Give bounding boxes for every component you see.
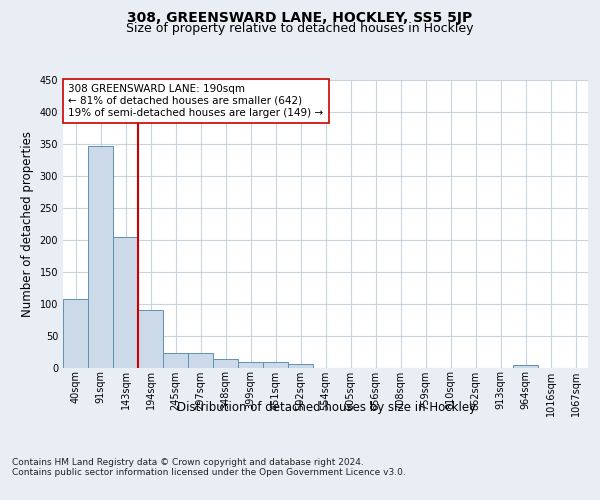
Bar [288,364,313,368]
Bar [263,362,288,368]
Bar [113,237,138,368]
Bar [188,353,213,368]
Bar [138,310,163,368]
Text: 308 GREENSWARD LANE: 190sqm
← 81% of detached houses are smaller (642)
19% of se: 308 GREENSWARD LANE: 190sqm ← 81% of det… [68,84,323,117]
Text: 308, GREENSWARD LANE, HOCKLEY, SS5 5JP: 308, GREENSWARD LANE, HOCKLEY, SS5 5JP [127,11,473,25]
Text: Distribution of detached houses by size in Hockley: Distribution of detached houses by size … [178,401,476,414]
Text: Contains HM Land Registry data © Crown copyright and database right 2024.
Contai: Contains HM Land Registry data © Crown c… [12,458,406,477]
Bar [163,353,188,368]
Bar [513,365,538,368]
Bar [213,359,238,368]
Bar [238,362,263,368]
Bar [63,299,88,368]
Y-axis label: Number of detached properties: Number of detached properties [21,130,34,317]
Bar [88,146,113,368]
Text: Size of property relative to detached houses in Hockley: Size of property relative to detached ho… [126,22,474,35]
